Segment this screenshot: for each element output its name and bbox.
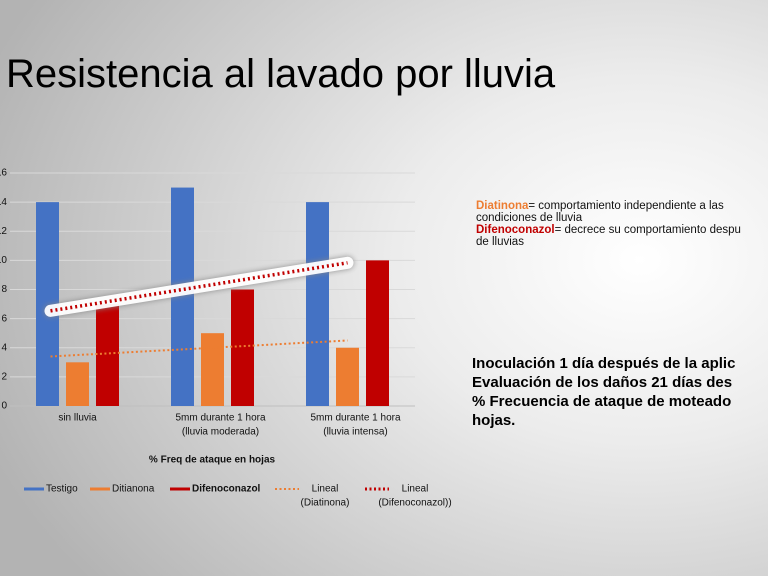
- note-text: = comportamiento independiente a las: [528, 200, 724, 212]
- note-line: Diatinona= comportamiento independiente …: [476, 200, 768, 212]
- note: Diatinona= comportamiento independiente …: [476, 200, 768, 224]
- y-tick-label: 16: [0, 168, 7, 179]
- y-tick-label: 2: [1, 372, 7, 383]
- bar: [231, 289, 254, 406]
- slide-title: Resistencia al lavado por lluvia: [6, 52, 556, 96]
- trend-line: [50, 261, 348, 313]
- bullets: Inoculación 1 día después de la aplic Eva…: [472, 354, 768, 430]
- bar: [336, 347, 359, 406]
- bullet: % Frecuencia de ataque de moteado: [472, 393, 732, 410]
- note: Difenoconazol= decrece su comportamiento…: [476, 224, 768, 248]
- y-tick-label: 4: [1, 342, 7, 353]
- note-term: Diatinona: [476, 200, 529, 212]
- legend-label: (Diatinona): [301, 498, 350, 509]
- bullet: hojas.: [472, 412, 516, 429]
- bar: [66, 362, 89, 406]
- bar: [366, 260, 389, 406]
- note-term: Difenoconazol: [476, 224, 555, 236]
- y-tick-label: 10: [0, 255, 7, 266]
- legend-label: Lineal: [402, 484, 429, 495]
- x-tick-label: (lluvia intensa): [323, 427, 387, 438]
- y-tick-label: 0: [1, 401, 7, 412]
- note-text: de lluvias: [476, 236, 524, 248]
- x-axis-title: % Freq de ataque en hojas: [149, 455, 276, 466]
- legend-label: Difenoconazol: [192, 484, 261, 495]
- legend-label: Ditianona: [112, 484, 155, 495]
- x-tick-label: 5mm durante 1 hora: [310, 413, 400, 424]
- x-tick-label: 5mm durante 1 hora: [175, 413, 265, 424]
- y-tick-label: 14: [0, 197, 7, 208]
- chart: 0 2 4 6 8 10 12 14 16 sin lluvia 5mm durante 1 hor…: [0, 168, 452, 509]
- note-line: Difenoconazol= decrece su comportamiento…: [476, 224, 768, 236]
- x-tick-label: sin lluvia: [58, 413, 97, 424]
- y-tick-label: 12: [0, 226, 7, 237]
- note-text: = decrece su comportamiento despu: [554, 224, 741, 236]
- x-tick-label: (lluvia moderada): [182, 427, 259, 438]
- legend-label: Lineal: [312, 484, 339, 495]
- bar: [96, 304, 119, 406]
- bullet: Evaluación de los daños 21 días des: [472, 374, 733, 391]
- bullet: Inoculación 1 día después de la aplic: [472, 355, 736, 372]
- bar: [171, 187, 194, 406]
- bar: [201, 333, 224, 406]
- notes: Diatinona= comportamiento independiente …: [476, 200, 768, 248]
- legend-label: Testigo: [46, 484, 78, 495]
- bar: [36, 202, 59, 406]
- legend-label: (Difenoconazol)): [378, 498, 451, 509]
- note-text: condiciones de lluvia: [476, 212, 583, 224]
- note-line: de lluvias: [476, 236, 768, 248]
- y-tick-label: 8: [1, 284, 7, 295]
- trend-line: [50, 339, 348, 358]
- note-line: condiciones de lluvia: [476, 212, 768, 224]
- bar: [306, 202, 329, 406]
- y-tick-label: 6: [1, 313, 7, 324]
